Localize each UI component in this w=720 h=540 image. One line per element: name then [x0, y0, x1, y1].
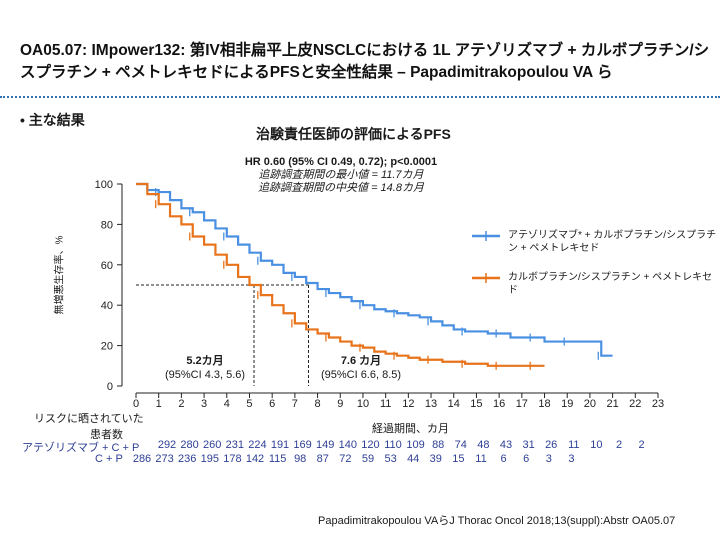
y-tick-label-0: 0: [107, 381, 113, 393]
x-tick-label-8: 8: [315, 398, 321, 410]
risk-cell-1-2: 236: [178, 453, 197, 465]
key-results-bullet: • 主な結果: [20, 112, 85, 128]
risk-cell-0-19: 10: [590, 439, 603, 451]
x-tick-label-20: 20: [584, 398, 596, 410]
x-tick-label-21: 21: [606, 398, 618, 410]
risk-cell-0-17: 26: [545, 439, 558, 451]
x-tick-label-11: 11: [380, 398, 391, 410]
y-tick-label-20: 20: [101, 341, 113, 353]
risk-cell-1-4: 178: [223, 453, 242, 465]
x-tick-label-22: 22: [629, 398, 641, 410]
risk-cell-0-10: 110: [384, 439, 402, 451]
risk-cell-0-13: 74: [454, 439, 467, 451]
chart-title: 治験責任医師の評価によるPFS: [256, 126, 451, 142]
x-tick-label-14: 14: [448, 398, 460, 410]
risk-cell-1-8: 87: [316, 453, 329, 465]
x-tick-label-0: 0: [133, 398, 139, 410]
x-tick-label-4: 4: [224, 398, 230, 410]
y-tick-label-60: 60: [101, 260, 113, 272]
risk-cell-1-17: 6: [523, 453, 530, 465]
x-tick-label-12: 12: [402, 398, 414, 410]
hazard-ratio-text: HR 0.60 (95% CI 0.49, 0.72); p<0.0001: [244, 156, 438, 168]
y-tick-label-40: 40: [101, 300, 113, 312]
x-tick-label-17: 17: [516, 398, 528, 410]
median-label-atezo: 7.6 カ月 (95%CI 6.6, 8.5): [306, 354, 416, 382]
risk-cell-0-0: 292: [157, 439, 177, 451]
risk-cell-1-3: 195: [200, 453, 219, 465]
risk-cell-0-16: 31: [522, 439, 535, 451]
risk-cell-1-6: 115: [268, 453, 287, 465]
x-tick-label-19: 19: [561, 398, 573, 410]
risk-cell-1-15: 11: [475, 453, 487, 465]
risk-cell-0-3: 231: [225, 439, 244, 451]
risk-cell-0-21: 2: [638, 439, 645, 451]
legend-blue-label: アテゾリズマブ* + カルボプラチン/シスプラチン + ペメトレキセド: [508, 230, 717, 254]
x-tick-label-3: 3: [201, 398, 207, 410]
title-divider: [0, 96, 720, 98]
risk-cell-1-7: 98: [294, 453, 307, 465]
risk-cell-1-13: 39: [429, 453, 442, 465]
median-control-value: 5.2カ月: [186, 355, 224, 367]
km-curve-1: [136, 182, 545, 367]
x-tick-label-18: 18: [538, 398, 550, 410]
risk-table-header: リスクに晒されていた: [34, 413, 144, 425]
risk-table-header-2: 患者数: [90, 429, 123, 441]
risk-cell-0-7: 149: [316, 439, 335, 451]
risk-cell-0-6: 169: [293, 439, 312, 451]
risk-cell-1-10: 59: [361, 453, 375, 465]
y-tick-label-100: 100: [95, 179, 113, 191]
chart-stats: HR 0.60 (95% CI 0.49, 0.72); p<0.0001 追跡…: [236, 156, 446, 195]
legend-orange-label: カルボプラチン/シスプラチン + ペメトレキセド: [508, 272, 713, 296]
risk-cell-1-5: 142: [245, 453, 265, 465]
x-tick-label-15: 15: [470, 398, 482, 410]
followup-median-text: 追跡調査期間の中央値 = 14.8カ月: [258, 182, 424, 194]
risk-cell-0-11: 109: [406, 439, 425, 451]
median-control-ci: (95%CI 4.3, 5.6): [164, 369, 246, 381]
risk-cell-1-9: 72: [339, 453, 352, 465]
followup-min-text: 追跡調査期間の最小値 = 11.7カ月: [258, 169, 424, 181]
km-curve-0: [136, 182, 613, 357]
x-tick-label-5: 5: [246, 398, 252, 410]
risk-cell-0-5: 191: [270, 439, 290, 451]
x-tick-label-13: 13: [425, 398, 437, 410]
risk-cell-1-16: 6: [500, 453, 507, 465]
risk-cell-0-1: 280: [180, 439, 199, 451]
risk-cell-1-19: 3: [568, 453, 575, 465]
risk-cell-0-12: 88: [432, 439, 445, 451]
slide-title: OA05.07: IMpower132: 第IV相非扁平上皮NSCLCにおける …: [20, 42, 710, 81]
x-tick-label-1: 1: [156, 398, 162, 410]
x-tick-label-10: 10: [357, 398, 369, 410]
risk-row-atezo-label: アテゾリズマブ + C + P: [22, 442, 140, 454]
risk-cell-1-11: 53: [384, 453, 397, 465]
risk-cell-1-14: 15: [452, 453, 465, 465]
risk-cell-1-12: 44: [407, 453, 420, 465]
risk-cell-1-18: 3: [545, 453, 552, 465]
risk-cell-0-9: 120: [361, 439, 380, 451]
y-tick-label-80: 80: [101, 219, 113, 231]
x-tick-label-23: 23: [652, 398, 664, 410]
risk-cell-1-0: 286: [132, 453, 152, 465]
median-atezo-ci: (95%CI 6.6, 8.5): [320, 369, 402, 381]
x-tick-label-2: 2: [178, 398, 184, 410]
x-tick-label-7: 7: [292, 398, 298, 410]
risk-cell-1-1: 273: [155, 453, 174, 465]
risk-cell-0-15: 43: [499, 439, 513, 451]
x-tick-label-6: 6: [269, 398, 275, 410]
risk-cell-0-20: 2: [615, 439, 623, 451]
x-axis-label: 経過期間、カ月: [372, 423, 449, 435]
risk-cell-0-8: 140: [338, 439, 357, 451]
x-tick-label-9: 9: [337, 398, 343, 410]
x-tick-label-16: 16: [493, 398, 505, 410]
median-label-control: 5.2カ月 (95%CI 4.3, 5.6): [150, 354, 260, 382]
risk-cell-0-4: 224: [248, 439, 267, 451]
citation: Papadimitrakopoulou VAらJ Thorac Oncol 20…: [318, 515, 676, 527]
risk-row-cp-label: C + P: [95, 453, 123, 465]
risk-cell-0-2: 260: [203, 439, 222, 451]
risk-cell-0-18: 11: [568, 439, 580, 451]
median-atezo-value: 7.6 カ月: [340, 355, 382, 367]
risk-cell-0-14: 48: [477, 439, 490, 451]
